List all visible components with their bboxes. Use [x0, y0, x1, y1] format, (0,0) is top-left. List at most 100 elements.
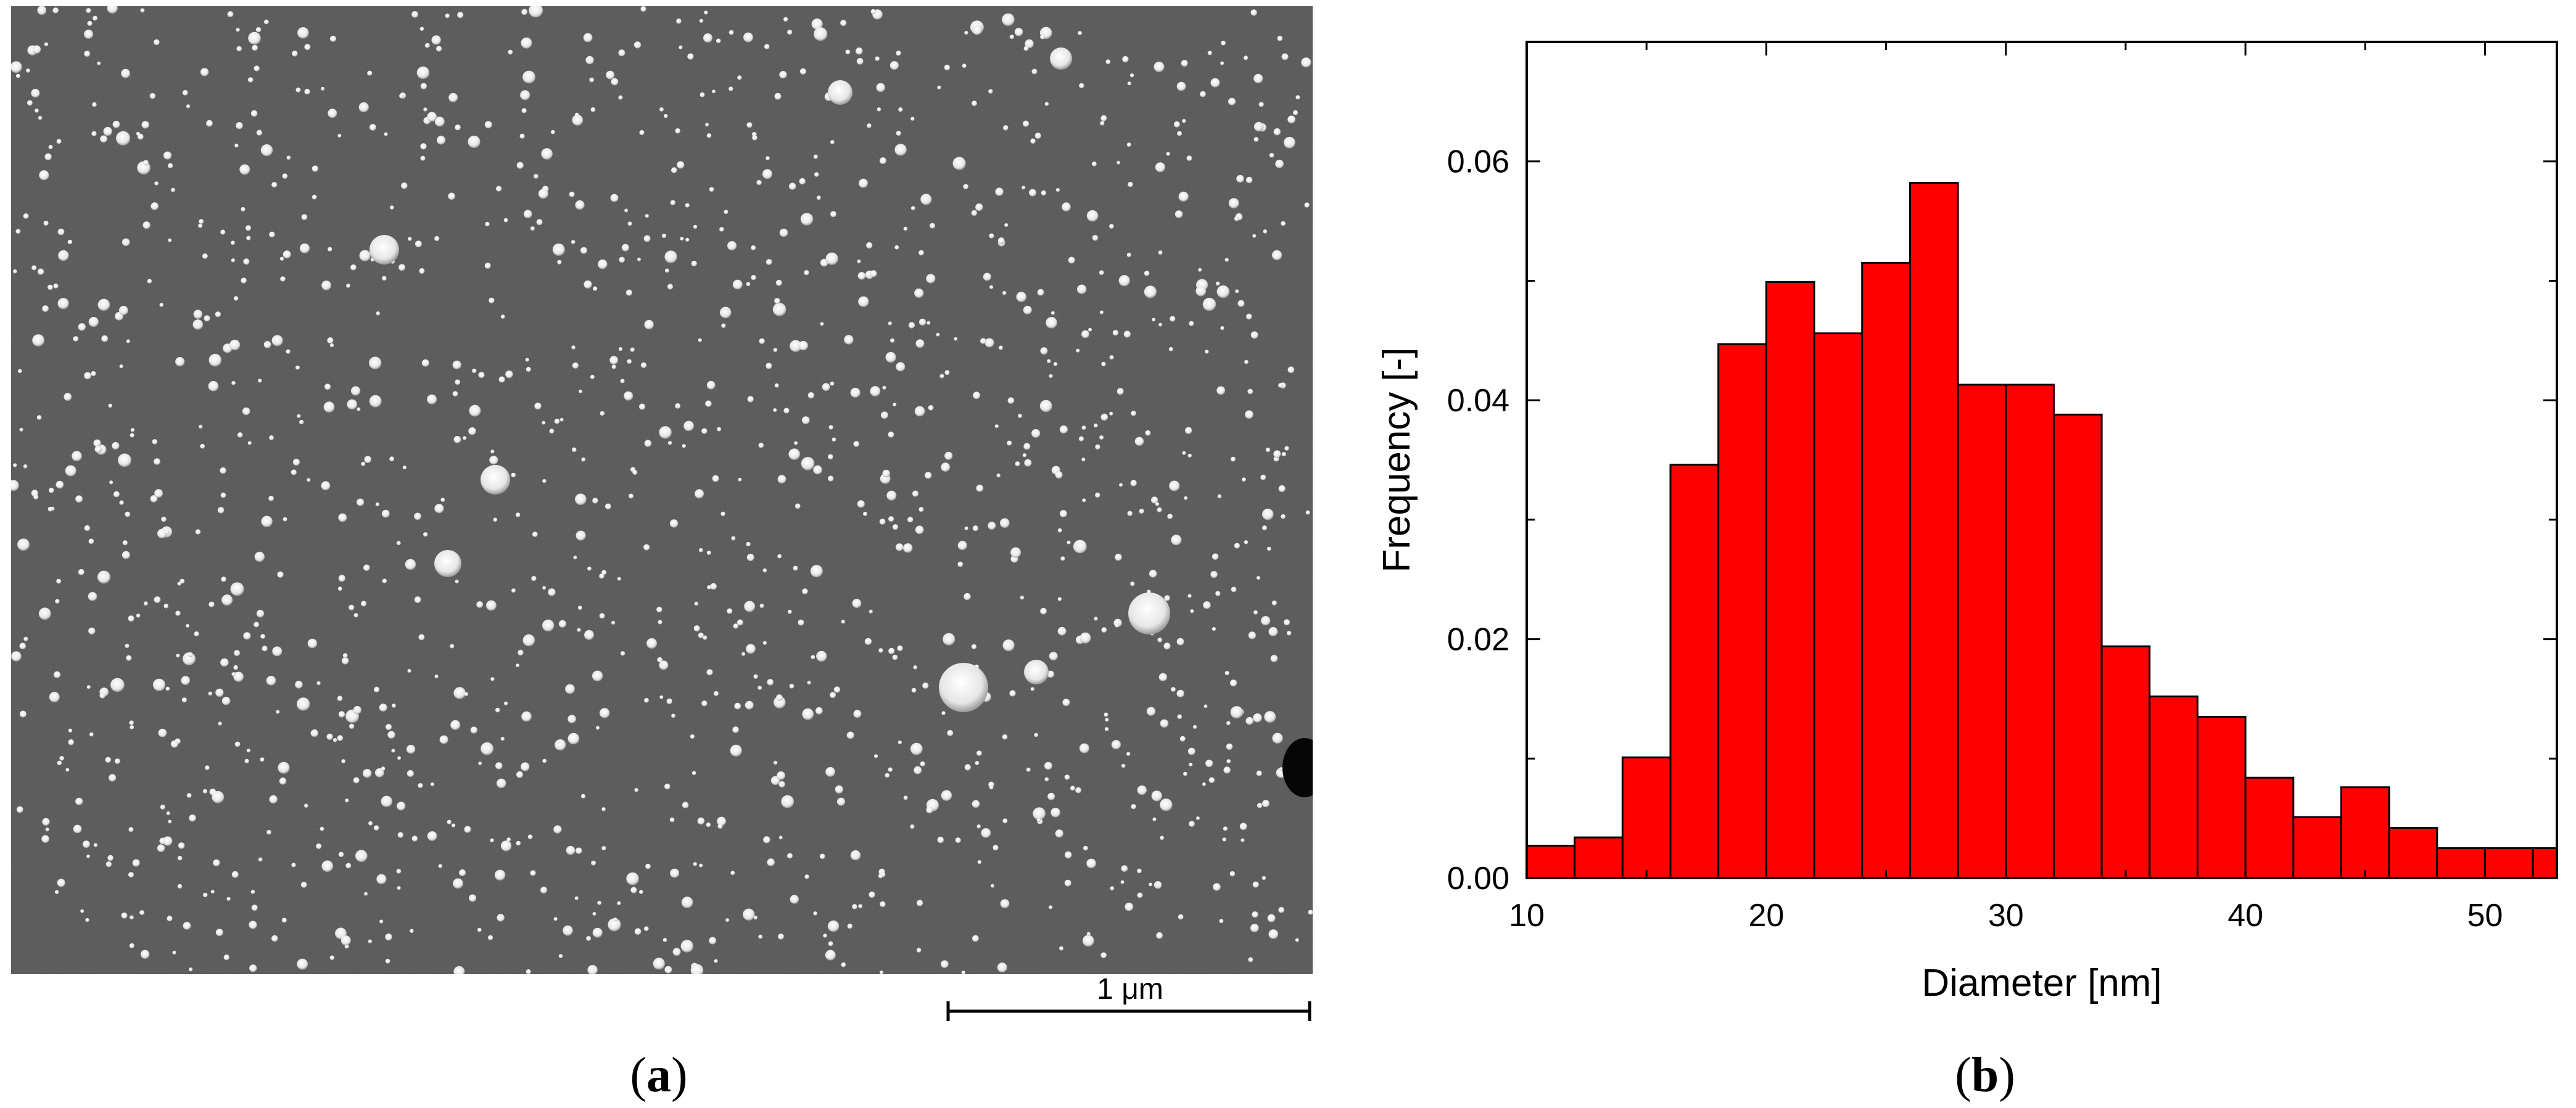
sem-particle: [208, 380, 219, 392]
sem-particle: [618, 49, 625, 57]
sem-particle: [1253, 610, 1258, 615]
sem-particle: [231, 871, 239, 878]
sem-particle: [1051, 808, 1060, 818]
sem-particle: [500, 840, 512, 852]
sem-particle: [693, 224, 698, 229]
sem-particle: [198, 223, 203, 228]
sem-particle: [381, 509, 390, 518]
sem-particle: [1004, 223, 1009, 228]
sem-particle: [585, 55, 594, 65]
sem-particle: [234, 143, 239, 148]
sem-particle: [256, 610, 265, 618]
sem-particle: [231, 672, 236, 676]
sem-particle: [706, 669, 713, 676]
sem-particle: [15, 229, 21, 234]
sem-particle: [1020, 596, 1025, 600]
sem-particle: [857, 272, 866, 280]
sem-particle: [1134, 437, 1144, 446]
sem-particle: [233, 296, 239, 301]
sem-particle: [526, 969, 531, 974]
sem-particle: [645, 214, 649, 218]
sem-particle: [299, 419, 304, 425]
sem-particle: [1101, 627, 1107, 633]
sem-particle: [84, 372, 91, 380]
sem-particle: [78, 323, 86, 331]
sem-particle: [239, 164, 250, 175]
sem-particle: [566, 845, 576, 855]
sem-particle: [701, 428, 708, 434]
sem-particle: [1016, 292, 1026, 302]
sem-particle: [1009, 690, 1016, 697]
sem-particle: [1081, 425, 1086, 430]
sem-particle: [540, 887, 547, 894]
sem-particle: [618, 347, 623, 351]
sem-particle: [158, 728, 167, 737]
sem-particle: [664, 268, 669, 273]
sem-particle: [1149, 570, 1157, 578]
sem-particle: [374, 686, 380, 692]
sem-particle: [455, 124, 461, 131]
sem-particle: [1231, 586, 1237, 593]
sem-particle: [892, 524, 899, 530]
sem-particle: [208, 691, 213, 696]
sem-particle: [500, 314, 505, 319]
y-tick-label: 0.00: [1447, 861, 1509, 897]
sem-particle: [832, 437, 836, 442]
sem-particle: [516, 771, 523, 778]
sem-particle: [762, 169, 772, 179]
sem-particle: [1178, 191, 1189, 202]
sem-particle: [1047, 670, 1054, 678]
sem-particle: [470, 726, 477, 734]
sem-particle: [251, 905, 258, 911]
sem-particle: [568, 733, 580, 745]
sem-particle: [88, 538, 94, 544]
sem-particle: [300, 882, 307, 888]
sem-particle: [68, 728, 73, 733]
sem-particle: [218, 721, 222, 726]
sem-particle: [490, 838, 494, 843]
sem-particles: [11, 6, 1313, 974]
sem-particle: [1183, 771, 1187, 776]
sem-particle: [1235, 289, 1239, 293]
sem-particle: [73, 336, 79, 342]
sem-particle: [1281, 452, 1286, 457]
sem-particle: [369, 235, 399, 265]
sem-particle: [363, 769, 372, 778]
sem-particle: [1115, 623, 1120, 628]
sem-particle: [357, 498, 365, 506]
sem-particle: [121, 68, 131, 78]
sem-particle: [122, 238, 130, 247]
sem-particle: [54, 890, 59, 895]
sem-particle: [542, 479, 547, 483]
sem-particle: [277, 571, 284, 578]
sem-particle: [1256, 770, 1262, 776]
sem-particle: [140, 8, 145, 13]
sem-particle: [624, 391, 634, 401]
sem-particle: [1086, 858, 1096, 869]
sem-particle: [783, 17, 788, 22]
sem-particle: [823, 934, 827, 938]
sem-particle: [521, 108, 527, 113]
sem-particle: [97, 298, 110, 311]
sem-particle: [110, 678, 125, 692]
sem-particle: [234, 741, 241, 747]
sem-particle: [455, 580, 459, 584]
sem-particle: [164, 530, 170, 535]
sem-particle: [205, 765, 210, 770]
sem-particle: [1308, 909, 1313, 915]
sem-particle: [457, 12, 464, 18]
sem-particle: [1144, 285, 1157, 298]
sem-particle: [1266, 546, 1271, 551]
sem-particle: [126, 339, 130, 343]
sem-particle: [701, 700, 708, 707]
sem-particle: [590, 107, 596, 112]
sem-particle: [1268, 929, 1279, 939]
sem-particle: [1176, 689, 1184, 698]
sem-particle: [328, 109, 337, 118]
sem-particle: [720, 511, 725, 517]
sem-particle: [411, 11, 418, 18]
sem-particle: [486, 600, 497, 611]
sem-particle: [1046, 317, 1057, 329]
sem-particle: [781, 795, 795, 808]
sem-particle: [828, 941, 833, 946]
